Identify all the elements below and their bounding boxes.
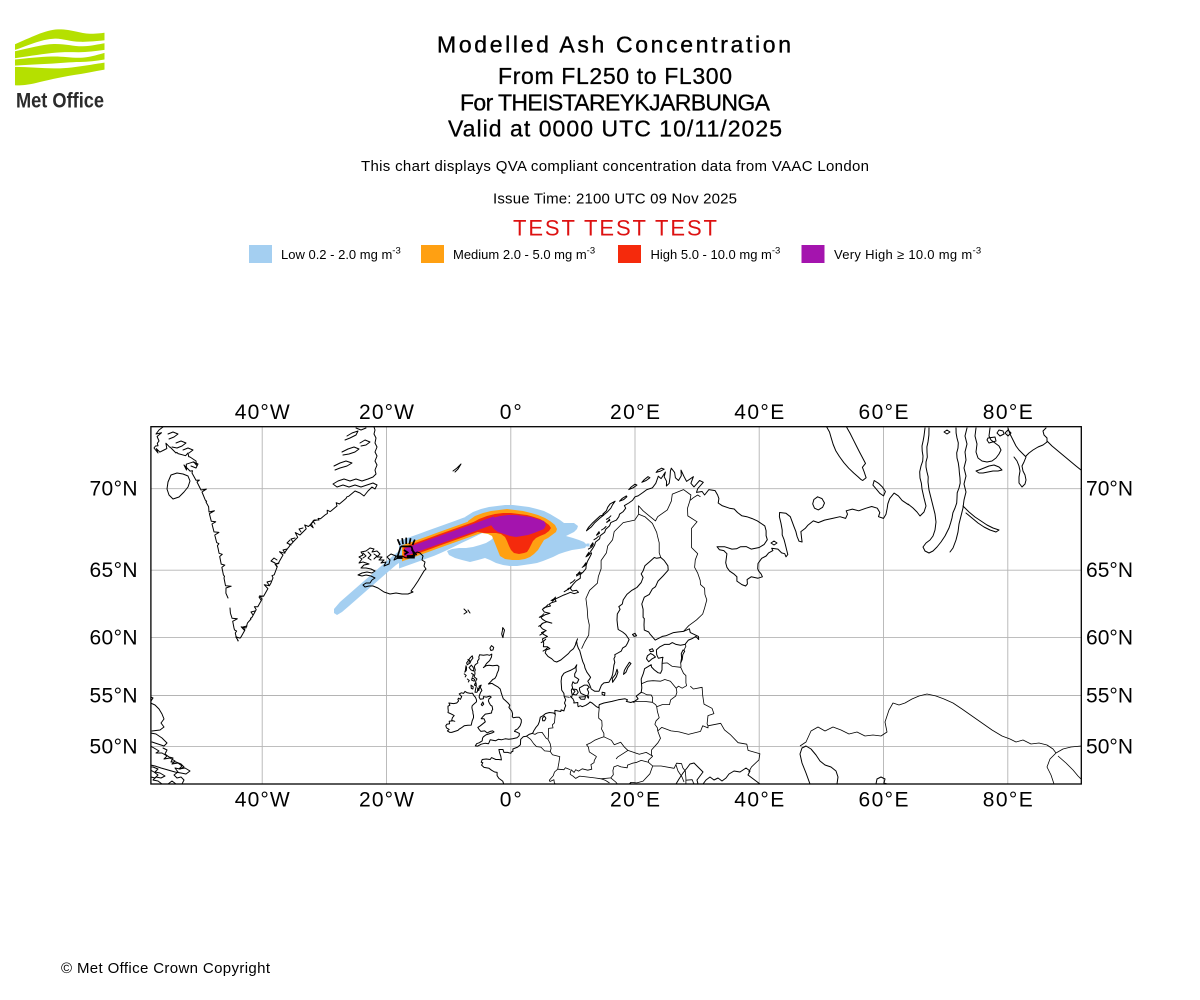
svg-text:65°N: 65°N [1086,559,1133,582]
svg-text:TEST TEST TEST: TEST TEST TEST [513,216,717,241]
svg-text:Low 0.2 - 2.0 mg m-3: Low 0.2 - 2.0 mg m-3 [281,246,401,263]
svg-text:55°N: 55°N [1086,685,1133,708]
svg-text:65°N: 65°N [90,559,138,582]
svg-text:20°W: 20°W [359,789,414,812]
svg-text:20°W: 20°W [359,401,414,424]
svg-text:70°N: 70°N [1086,478,1133,501]
svg-text:40°W: 40°W [235,401,290,424]
svg-text:60°N: 60°N [1086,627,1133,650]
svg-text:70°N: 70°N [90,478,138,501]
svg-text:40°W: 40°W [235,789,290,812]
svg-text:0°: 0° [500,789,522,812]
svg-text:High 5.0 - 10.0 mg m-3: High 5.0 - 10.0 mg m-3 [651,246,781,263]
svg-text:50°N: 50°N [1086,736,1133,759]
svg-text:Medium 2.0 - 5.0 mg m-3: Medium 2.0 - 5.0 mg m-3 [453,246,595,263]
svg-text:Met Office: Met Office [16,90,104,113]
svg-text:Very High ≥ 10.0 mg m-3: Very High ≥ 10.0 mg m-3 [834,246,982,263]
svg-text:0°: 0° [500,401,522,424]
svg-text:From FL250 to FL300: From FL250 to FL300 [498,63,732,89]
svg-text:55°N: 55°N [90,685,138,708]
svg-text:Issue Time: 2100 UTC 09 Nov 20: Issue Time: 2100 UTC 09 Nov 2025 [493,191,737,208]
svg-text:© Met Office Crown Copyright: © Met Office Crown Copyright [61,960,271,977]
svg-text:This chart displays QVA compli: This chart displays QVA compliant concen… [361,158,869,175]
svg-text:60°N: 60°N [90,627,138,650]
svg-text:Valid at 0000 UTC 10/11/2025: Valid at 0000 UTC 10/11/2025 [448,116,782,142]
svg-text:For THEISTAREYKJARBUNGA: For THEISTAREYKJARBUNGA [460,90,771,116]
svg-text:50°N: 50°N [90,736,138,759]
